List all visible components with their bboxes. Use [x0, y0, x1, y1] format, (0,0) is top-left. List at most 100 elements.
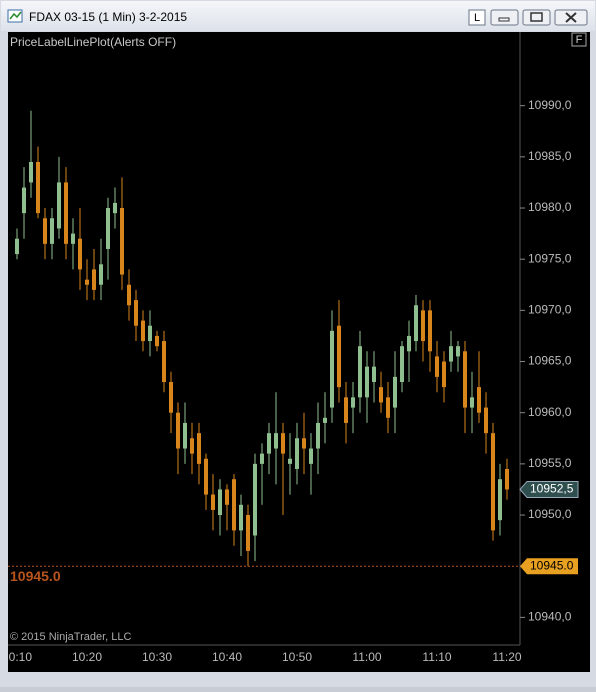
app-icon [7, 9, 23, 23]
candle-body [274, 433, 278, 449]
y-tick-label: 10965,0 [528, 354, 572, 368]
candle-body [15, 238, 19, 255]
y-tick-label: 10980,0 [528, 200, 572, 214]
candle-body [85, 279, 89, 285]
candle-body [442, 361, 446, 388]
candle-body [323, 417, 327, 423]
candle-body [393, 376, 397, 408]
chart-panel [8, 32, 590, 672]
y-tick-label: 10985,0 [528, 149, 572, 163]
indicator-label: PriceLabelLinePlot(Alerts OFF) [10, 35, 176, 49]
candle-body [428, 310, 432, 352]
badge[interactable]: F [571, 32, 587, 47]
candle-body [148, 325, 152, 342]
candle-body [211, 494, 215, 510]
candle-body [421, 310, 425, 342]
y-tick-label: 10950,0 [528, 507, 572, 521]
candle-body [197, 433, 201, 464]
candle-body [498, 479, 502, 521]
last-price-label: 10952,5 [530, 482, 574, 496]
y-tick-label: 10970,0 [528, 303, 572, 317]
candle-body [64, 182, 68, 244]
candle-body [106, 208, 110, 249]
x-tick-label: 10:20 [72, 650, 102, 664]
candle-body [260, 453, 264, 464]
candle-body [470, 397, 474, 408]
candle-body [218, 489, 222, 516]
y-tick-label: 10960,0 [528, 405, 572, 419]
candle-body [414, 305, 418, 342]
candle-body [351, 397, 355, 408]
candle-body [358, 346, 362, 398]
candle-body [190, 438, 194, 454]
candle-body [435, 356, 439, 377]
candle-body [204, 458, 208, 495]
candle-body [22, 187, 26, 214]
badge-label: F [576, 34, 583, 46]
close-button[interactable] [554, 9, 588, 26]
restore-label: L [474, 12, 480, 24]
candle-body [491, 433, 495, 531]
candle-body [92, 269, 96, 290]
window-title: FDAX 03-15 (1 Min) 3-2-2015 [29, 10, 187, 24]
candle-body [400, 346, 404, 382]
x-tick-label: 10:50 [282, 650, 312, 664]
minimize-button[interactable] [490, 9, 519, 26]
candle-body [253, 463, 257, 536]
y-tick-label: 10975,0 [528, 251, 572, 265]
price-line-label: 10945.0 [10, 568, 61, 584]
candle-body [71, 233, 75, 244]
candle-body [463, 351, 467, 408]
candle-body [281, 433, 285, 454]
candle-body [344, 397, 348, 423]
y-tick-label: 10990,0 [528, 98, 572, 112]
candle-body [309, 448, 313, 464]
candle-body [162, 341, 166, 382]
candle-body [484, 407, 488, 434]
candle-body [456, 346, 460, 357]
price-line-axis-label: 10945.0 [530, 558, 574, 572]
copyright: © 2015 NinjaTrader, LLC [10, 631, 131, 643]
x-tick-label: 10:30 [142, 650, 172, 664]
x-tick-label: 10:10 [2, 650, 32, 664]
candle-body [232, 479, 236, 531]
candle-body [43, 218, 47, 244]
candle-body [29, 161, 33, 183]
candle-body [246, 515, 250, 551]
candle-body [316, 422, 320, 449]
candle-body [134, 300, 138, 326]
restore-button[interactable]: L [468, 9, 486, 26]
price-line-marker [520, 558, 578, 575]
candle-body [155, 335, 159, 347]
candle-body [407, 335, 411, 352]
candle-body [50, 218, 54, 244]
candle-body [239, 504, 243, 531]
y-tick-label: 10940,0 [528, 610, 572, 624]
x-tick-label: 11:20 [492, 650, 521, 664]
candle-body [113, 202, 117, 214]
candle-body [141, 320, 145, 342]
plot: 10940,010945,010950,010955,010960,010965… [2, 98, 572, 664]
y-tick-label: 10955,0 [528, 456, 572, 470]
candle-body [267, 433, 271, 454]
candle-body [372, 366, 376, 382]
candle-body [176, 412, 180, 449]
x-tick-label: 10:40 [212, 650, 242, 664]
candle-body [505, 468, 509, 490]
x-tick-label: 11:10 [422, 650, 451, 664]
candle-body [330, 330, 334, 408]
maximize-button[interactable] [522, 9, 551, 26]
candle-body [225, 489, 229, 505]
x-tick-label: 11:00 [352, 650, 381, 664]
candle-body [120, 208, 124, 275]
candle-body [379, 387, 383, 403]
candle-body [337, 325, 341, 388]
candle-body [302, 438, 306, 449]
candle-body [449, 346, 453, 362]
candle-body [477, 387, 481, 413]
candle-body [365, 366, 369, 398]
candle-body [169, 381, 173, 413]
candle-body [78, 238, 82, 270]
